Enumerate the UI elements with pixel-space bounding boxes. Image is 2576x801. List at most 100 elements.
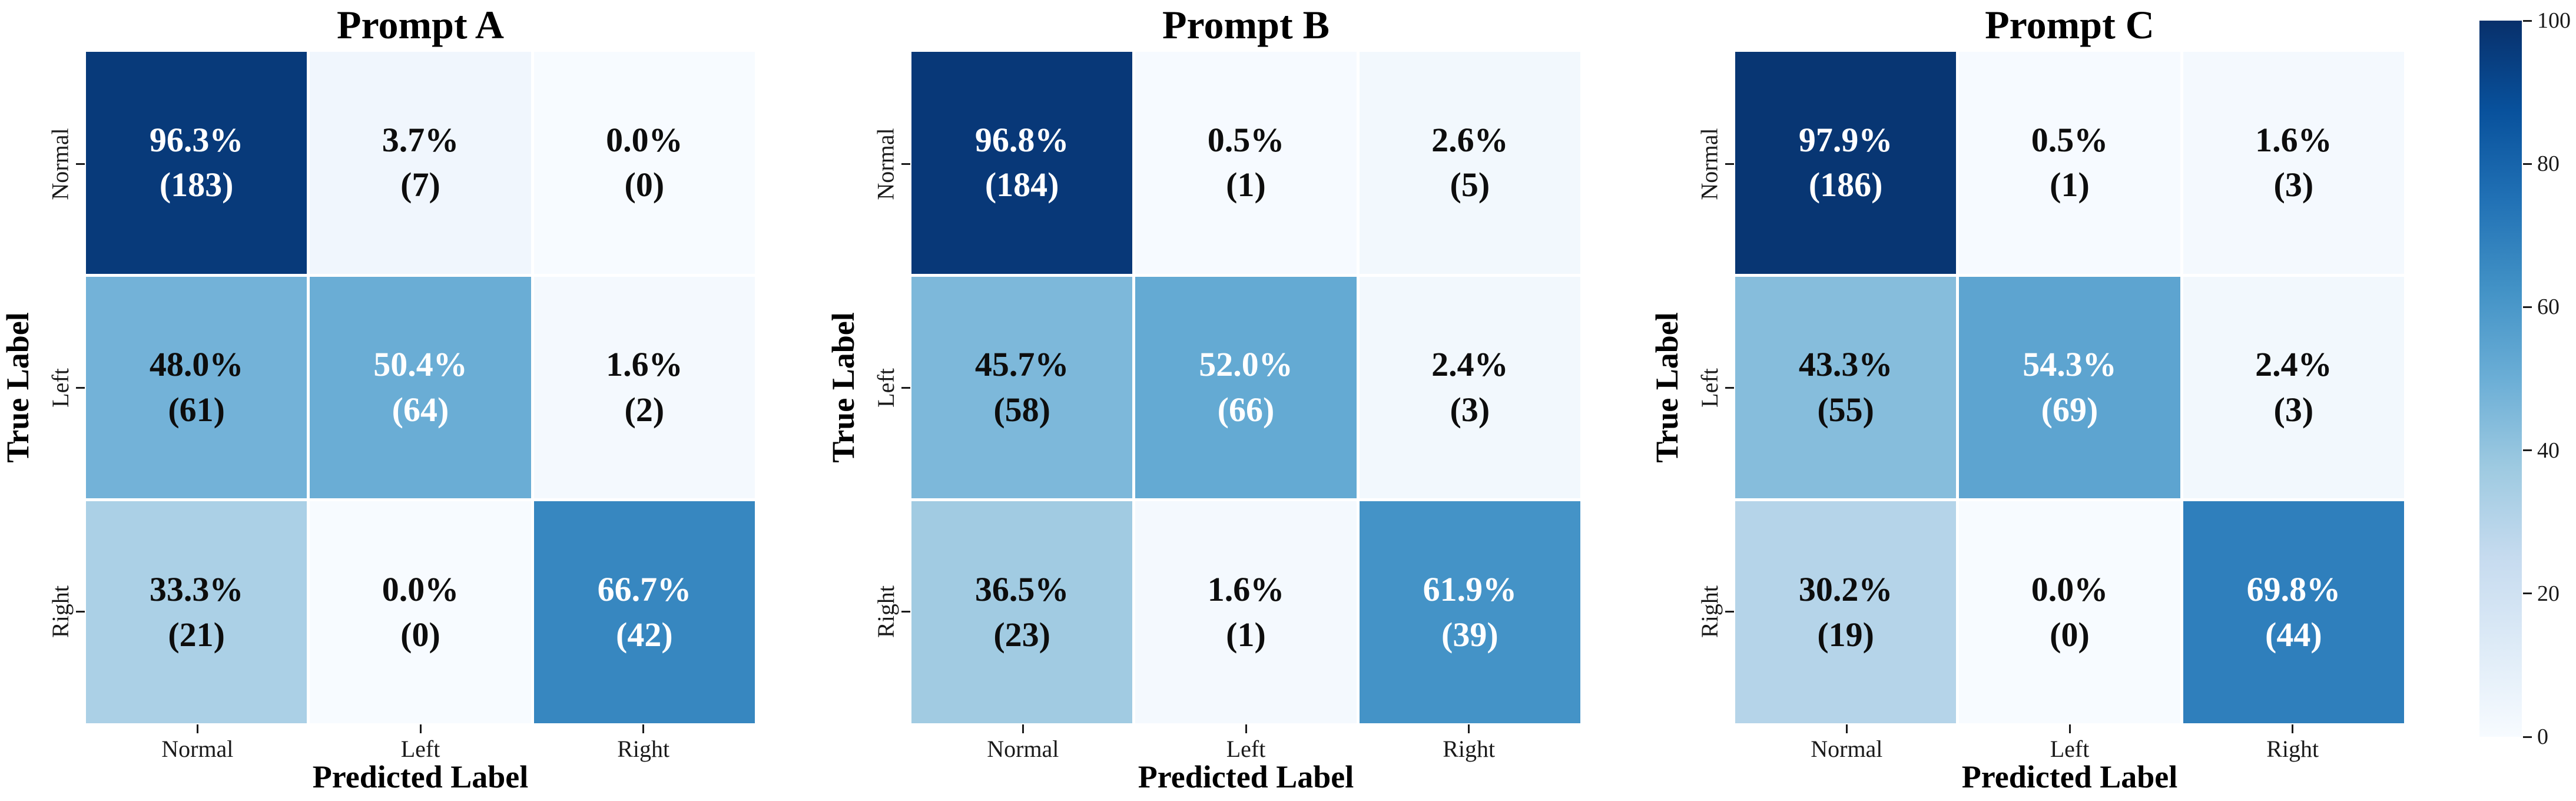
heatmap-cell: 2.4% (3) xyxy=(2183,276,2404,499)
heatmap-cell: 50.4% (64) xyxy=(310,276,531,499)
cell-percent: 30.2% xyxy=(1798,570,1893,609)
cell-count: (58) xyxy=(993,390,1050,429)
y-tick-label: Right xyxy=(1696,585,1723,638)
cell-percent: 1.6% xyxy=(1207,570,1285,609)
cell-percent: 96.3% xyxy=(149,120,244,159)
cell-percent: 61.9% xyxy=(1423,570,1517,609)
colorbar-tick-mark xyxy=(2523,593,2532,595)
cell-percent: 2.4% xyxy=(2255,345,2332,384)
cell-count: (64) xyxy=(392,390,449,429)
y-tick-label: Left xyxy=(872,368,899,408)
x-tick-label: Right xyxy=(1443,736,1496,762)
x-tick-mark xyxy=(1245,724,1247,733)
colorbar-tick-mark xyxy=(2523,19,2532,22)
cell-count: (23) xyxy=(993,615,1050,654)
colorbar-tick-label: 80 xyxy=(2537,151,2560,177)
colorbar-tick-label: 20 xyxy=(2537,581,2560,606)
colorbar-tick-label: 40 xyxy=(2537,438,2560,463)
x-tick-mark xyxy=(642,724,645,733)
heatmap-cell: 33.3% (21) xyxy=(86,501,307,723)
heatmap-cell: 2.4% (3) xyxy=(1359,276,1580,499)
cell-count: (1) xyxy=(2050,166,2090,204)
cell-count: (5) xyxy=(1450,166,1490,204)
heatmap-cell: 54.3% (69) xyxy=(1959,276,2180,499)
x-tick-mark xyxy=(196,724,198,733)
colorbar-tick-label: 100 xyxy=(2537,8,2571,33)
y-tick-mark xyxy=(76,163,85,165)
x-tick-mark xyxy=(2068,724,2071,733)
y-tick-mark xyxy=(76,610,85,613)
cell-count: (2) xyxy=(624,390,665,429)
confusion-matrix-panel: Prompt B True Label 96.8% (184) 0.5% (1) 2.6… xyxy=(825,0,1656,801)
cell-percent: 66.7% xyxy=(597,570,692,609)
x-tick-mark xyxy=(419,724,422,733)
cell-percent: 0.0% xyxy=(2031,570,2108,609)
y-tick-label-wrap: Right xyxy=(1692,535,1727,688)
y-tick-label: Left xyxy=(1696,368,1723,408)
y-tick-label-wrap: Left xyxy=(868,311,903,464)
heatmap-cell: 48.0% (61) xyxy=(86,276,307,499)
y-tick-label: Left xyxy=(47,368,74,408)
colorbar-tick-mark xyxy=(2523,736,2532,738)
colorbar-tick-mark xyxy=(2523,449,2532,452)
y-tick-label-wrap: Left xyxy=(1692,311,1727,464)
cell-percent: 69.8% xyxy=(2246,570,2341,609)
cell-count: (0) xyxy=(400,615,440,654)
cell-count: (55) xyxy=(1817,390,1874,429)
y-tick-label-wrap: Left xyxy=(42,311,78,464)
y-tick-mark xyxy=(1725,163,1734,165)
cell-percent: 2.6% xyxy=(1431,120,1509,159)
y-tick-label-wrap: Normal xyxy=(42,87,78,240)
x-axis-label: Predicted Label xyxy=(1138,759,1354,795)
colorbar-tick-label: 0 xyxy=(2537,724,2548,749)
heatmap-cell: 1.6% (3) xyxy=(2183,52,2404,274)
cell-percent: 0.0% xyxy=(606,120,683,159)
y-tick-mark xyxy=(901,386,910,389)
y-axis-label: True Label xyxy=(0,312,35,463)
y-tick-mark xyxy=(76,386,85,389)
cell-count: (66) xyxy=(1217,390,1275,429)
confusion-matrix-panel: Prompt A True Label 96.3% (183) 3.7% (7) 0.0… xyxy=(0,0,830,801)
cell-percent: 33.3% xyxy=(149,570,244,609)
cell-percent: 0.5% xyxy=(1207,120,1285,159)
cell-count: (1) xyxy=(1226,166,1266,204)
heatmap: 96.3% (183) 3.7% (7) 0.0% (0) 48.0% (61) 50.4% (6… xyxy=(86,52,755,723)
cell-count: (7) xyxy=(400,166,440,204)
y-tick-label-wrap: Normal xyxy=(1692,87,1727,240)
cell-percent: 96.8% xyxy=(974,120,1069,159)
y-tick-label-wrap: Normal xyxy=(868,87,903,240)
heatmap-cell: 0.5% (1) xyxy=(1135,52,1357,274)
y-tick-label: Right xyxy=(872,585,899,638)
heatmap: 96.8% (184) 0.5% (1) 2.6% (5) 45.7% (58) 52.0% (6… xyxy=(911,52,1580,723)
x-axis-label: Predicted Label xyxy=(312,759,529,795)
cell-count: (3) xyxy=(2273,390,2314,429)
x-tick-mark xyxy=(1845,724,1848,733)
x-axis-label: Predicted Label xyxy=(1961,759,2178,795)
y-tick-mark xyxy=(901,610,910,613)
heatmap: 97.9% (186) 0.5% (1) 1.6% (3) 43.3% (55) 54.3% (6… xyxy=(1735,52,2404,723)
cell-count: (0) xyxy=(624,166,665,204)
cell-percent: 45.7% xyxy=(974,345,1069,384)
cell-count: (186) xyxy=(1808,166,1883,204)
cell-percent: 48.0% xyxy=(149,345,244,384)
heatmap-cell: 96.8% (184) xyxy=(911,52,1133,274)
cell-percent: 0.0% xyxy=(382,570,459,609)
cell-count: (42) xyxy=(616,615,673,654)
cell-percent: 50.4% xyxy=(373,345,468,384)
y-tick-mark xyxy=(1725,386,1734,389)
cell-percent: 52.0% xyxy=(1199,345,1293,384)
heatmap-cell: 0.0% (0) xyxy=(1959,501,2180,723)
x-tick-label: Left xyxy=(400,736,440,762)
cell-count: (19) xyxy=(1817,615,1874,654)
panel-title: Prompt B xyxy=(1162,2,1330,47)
heatmap-cell: 3.7% (7) xyxy=(310,52,531,274)
cell-count: (69) xyxy=(2041,390,2098,429)
x-tick-label: Left xyxy=(1226,736,1266,762)
heatmap-cell: 43.3% (55) xyxy=(1735,276,1957,499)
cell-percent: 3.7% xyxy=(382,120,459,159)
heatmap-cell: 36.5% (23) xyxy=(911,501,1133,723)
heatmap-cell: 0.5% (1) xyxy=(1959,52,2180,274)
cell-count: (0) xyxy=(2050,615,2090,654)
x-tick-mark xyxy=(2292,724,2294,733)
